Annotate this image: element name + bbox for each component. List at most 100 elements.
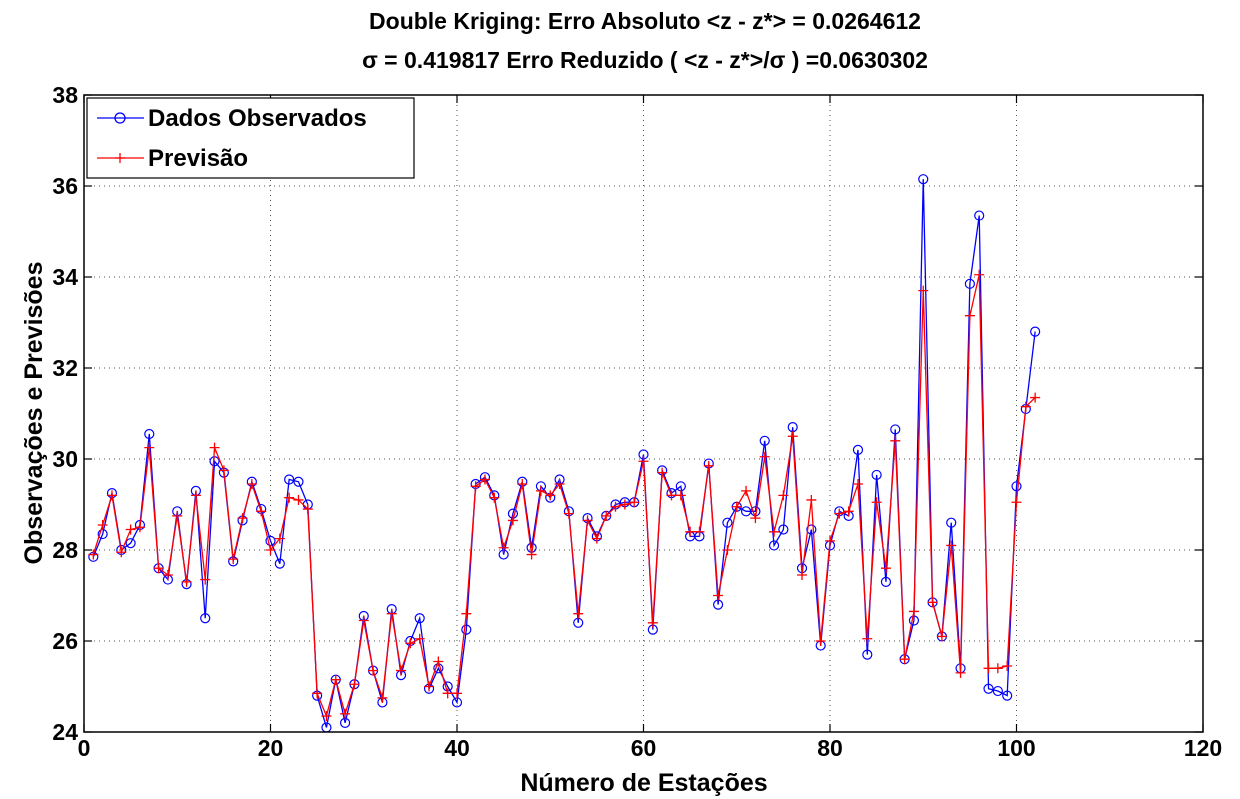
data-point-predicted [629, 497, 640, 508]
y-tick-label: 26 [52, 628, 78, 654]
data-point-predicted [610, 501, 621, 512]
data-point-observed [918, 174, 929, 185]
data-point-observed [946, 517, 957, 528]
data-point-predicted [368, 665, 379, 676]
chart-title: Double Kriging: Erro Absoluto <z - z*> =… [369, 8, 921, 34]
data-point-predicted [843, 506, 854, 517]
data-point-predicted [116, 547, 127, 558]
data-point-predicted [181, 576, 192, 587]
data-point-predicted [274, 533, 285, 544]
data-point-predicted [1002, 661, 1013, 672]
data-point-predicted [675, 490, 686, 501]
data-point-predicted [871, 497, 882, 508]
data-point-predicted [647, 617, 658, 628]
data-point-observed [778, 524, 789, 535]
data-point-predicted [769, 526, 780, 537]
data-point-predicted [582, 515, 593, 526]
data-point-predicted [470, 481, 481, 492]
data-point-observed [284, 474, 295, 485]
data-point-predicted [591, 533, 602, 544]
x-tick-label: 100 [997, 735, 1035, 761]
data-point-predicted [834, 508, 845, 519]
data-point-predicted [479, 474, 490, 485]
data-point-predicted [731, 501, 742, 512]
x-tick-label: 120 [1184, 735, 1222, 761]
data-point-predicted [134, 522, 145, 533]
data-point-observed [461, 624, 472, 635]
series-line-predicted [92, 274, 1036, 719]
data-point-observed [964, 278, 975, 289]
data-point-predicted [358, 615, 369, 626]
x-tick-label: 80 [817, 735, 843, 761]
y-axis-label: Observações e Previsões [20, 262, 48, 565]
x-tick-label: 40 [444, 735, 470, 761]
series-layer [88, 174, 1041, 733]
data-point-predicted [349, 679, 360, 690]
x-axis-label: Número de Estações [520, 769, 767, 797]
data-point-predicted [162, 570, 173, 581]
data-point-predicted [573, 608, 584, 619]
data-point-predicted [526, 549, 537, 560]
data-point-predicted [256, 506, 267, 517]
data-point-predicted [190, 490, 201, 501]
data-point-predicted [414, 633, 425, 644]
legend-marker-predicted [115, 153, 125, 163]
y-tick-label: 28 [52, 537, 78, 563]
data-point-observed [862, 649, 873, 660]
data-point-observed [768, 540, 780, 551]
data-point-predicted [563, 508, 574, 519]
data-point-predicted [936, 631, 947, 642]
data-point-predicted [657, 467, 668, 478]
x-tick-label: 0 [78, 735, 91, 761]
chart-subtitle: σ = 0.419817 Erro Reduzido ( <z - z*>/σ … [362, 47, 928, 73]
data-point-predicted [284, 492, 295, 503]
data-point-observed [852, 444, 864, 455]
data-point-predicted [825, 535, 835, 546]
data-point-observed [974, 210, 985, 221]
data-point-predicted [815, 636, 826, 646]
data-point-observed [890, 424, 901, 435]
data-point-predicted [852, 479, 863, 490]
data-point-predicted [908, 606, 919, 617]
y-tick-label: 36 [52, 173, 78, 199]
data-point-predicted [312, 688, 323, 699]
data-point-predicted [265, 545, 276, 555]
data-point-predicted [144, 442, 155, 453]
data-point-predicted [200, 574, 211, 585]
data-point-predicted [964, 310, 975, 321]
data-point-observed [144, 428, 155, 440]
legend-box [86, 97, 415, 179]
y-tick-label: 38 [52, 82, 78, 108]
data-point-predicted [330, 674, 341, 685]
data-point-predicted [153, 563, 164, 574]
data-point-predicted [918, 285, 929, 296]
data-point-predicted [517, 479, 528, 490]
grid [84, 95, 1203, 732]
data-point-predicted [685, 526, 696, 537]
y-tick-label: 34 [52, 264, 78, 290]
data-point-predicted [880, 563, 891, 574]
data-point-observed [293, 476, 304, 487]
data-point-predicted [797, 570, 808, 581]
data-point-observed [992, 685, 1003, 697]
data-point-predicted [946, 540, 957, 551]
data-point-predicted [806, 494, 817, 505]
data-point-predicted [106, 490, 117, 501]
data-point-predicted [321, 711, 332, 722]
data-point-predicted [741, 485, 752, 496]
data-point-predicted [218, 465, 229, 476]
data-point-predicted [1011, 497, 1022, 508]
data-point-predicted [955, 667, 966, 678]
data-point-observed [1011, 481, 1022, 492]
data-point-predicted [172, 510, 183, 521]
data-point-predicted [498, 542, 509, 553]
data-point-predicted [507, 515, 518, 526]
data-point-predicted [759, 451, 770, 462]
data-point-predicted [638, 456, 649, 467]
data-point-observed [200, 613, 211, 624]
y-tick-label: 32 [52, 355, 78, 381]
data-point-observed [414, 613, 425, 624]
data-point-predicted [545, 490, 556, 501]
x-tick-label: 60 [631, 735, 657, 761]
data-point-predicted [974, 269, 985, 280]
